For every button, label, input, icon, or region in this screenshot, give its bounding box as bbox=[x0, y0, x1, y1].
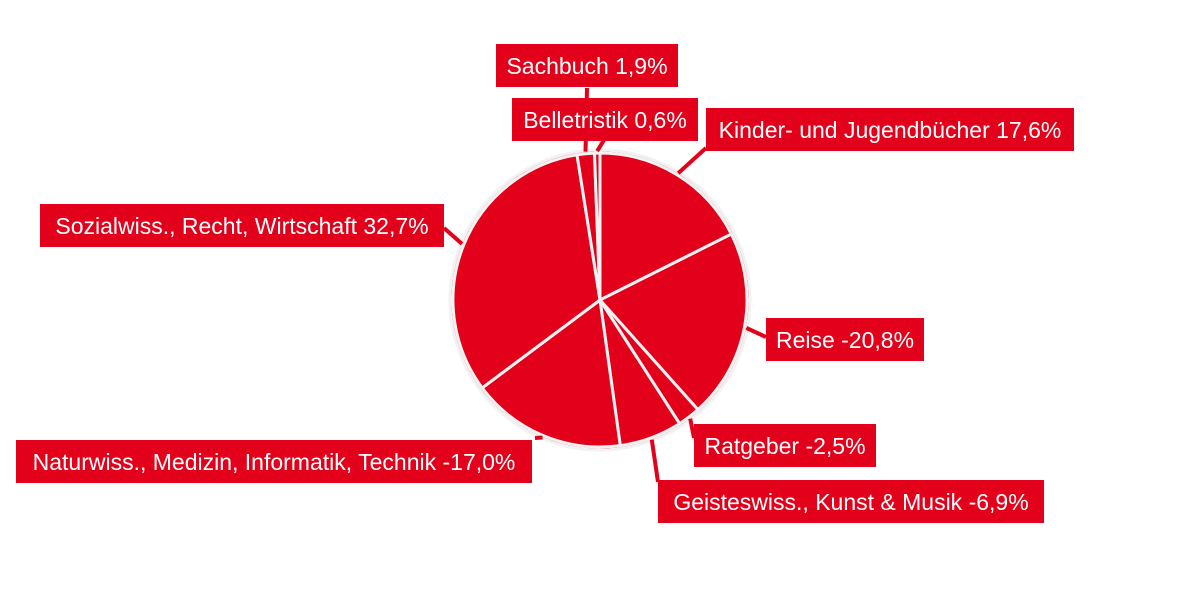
data-label-box-sachbuch bbox=[496, 44, 678, 87]
pie-slice-sozialwiss-recht-wirtschaft bbox=[451, 153, 602, 390]
pie-slice-kinder-und-jugendbucher bbox=[598, 151, 733, 302]
data-label-ratgeber: Ratgeber -2,5% bbox=[704, 433, 865, 459]
leader-line-reise bbox=[745, 326, 767, 339]
data-labels: Kinder- und Jugendbücher 17,6% Reise -20,… bbox=[16, 44, 1074, 523]
data-label-box-kinder-und-jugendbucher bbox=[706, 108, 1074, 151]
data-label-geisteswiss-kunst-musik: Geisteswiss., Kunst & Musik -6,9% bbox=[673, 489, 1028, 515]
data-label-box-sozialwiss-recht-wirtschaft bbox=[40, 204, 444, 247]
leader-line-sozialwiss-recht-wirtschaft bbox=[442, 226, 464, 246]
data-label-naturwiss-medizin-informatik-technik: Naturwiss., Medizin, Informatik, Technik… bbox=[33, 449, 516, 475]
data-label-kinder-und-jugendbucher: Kinder- und Jugendbücher 17,6% bbox=[719, 117, 1062, 143]
pie-slice-belletristik bbox=[592, 151, 602, 302]
data-label-belletristik: Belletristik 0,6% bbox=[523, 107, 687, 133]
data-label-box-ratgeber bbox=[694, 424, 876, 467]
data-label-box-geisteswiss-kunst-musik bbox=[658, 480, 1044, 523]
leader-line-kinder-und-jugendbucher bbox=[676, 146, 708, 175]
data-label-box-naturwiss-medizin-informatik-technik bbox=[16, 440, 532, 483]
leader-line-geisteswiss-kunst-musik bbox=[649, 439, 660, 483]
data-label-box-reise bbox=[766, 318, 924, 361]
data-label-reise: Reise -20,8% bbox=[776, 327, 914, 353]
leader-line-ratgeber bbox=[688, 418, 696, 439]
data-label-sozialwiss-recht-wirtschaft: Sozialwiss., Recht, Wirtschaft 32,7% bbox=[55, 213, 428, 239]
pie-slice-reise bbox=[598, 232, 749, 412]
leader-line-naturwiss-medizin-informatik-technik bbox=[534, 435, 543, 440]
data-label-box-belletristik bbox=[512, 98, 698, 141]
leader-lines bbox=[442, 87, 767, 483]
pie-slice-naturwiss-medizin-informatik-technik bbox=[480, 298, 622, 449]
leader-line-belletristik bbox=[595, 138, 606, 153]
pie-slices bbox=[451, 151, 749, 449]
data-label-sachbuch: Sachbuch 1,9% bbox=[506, 53, 667, 79]
